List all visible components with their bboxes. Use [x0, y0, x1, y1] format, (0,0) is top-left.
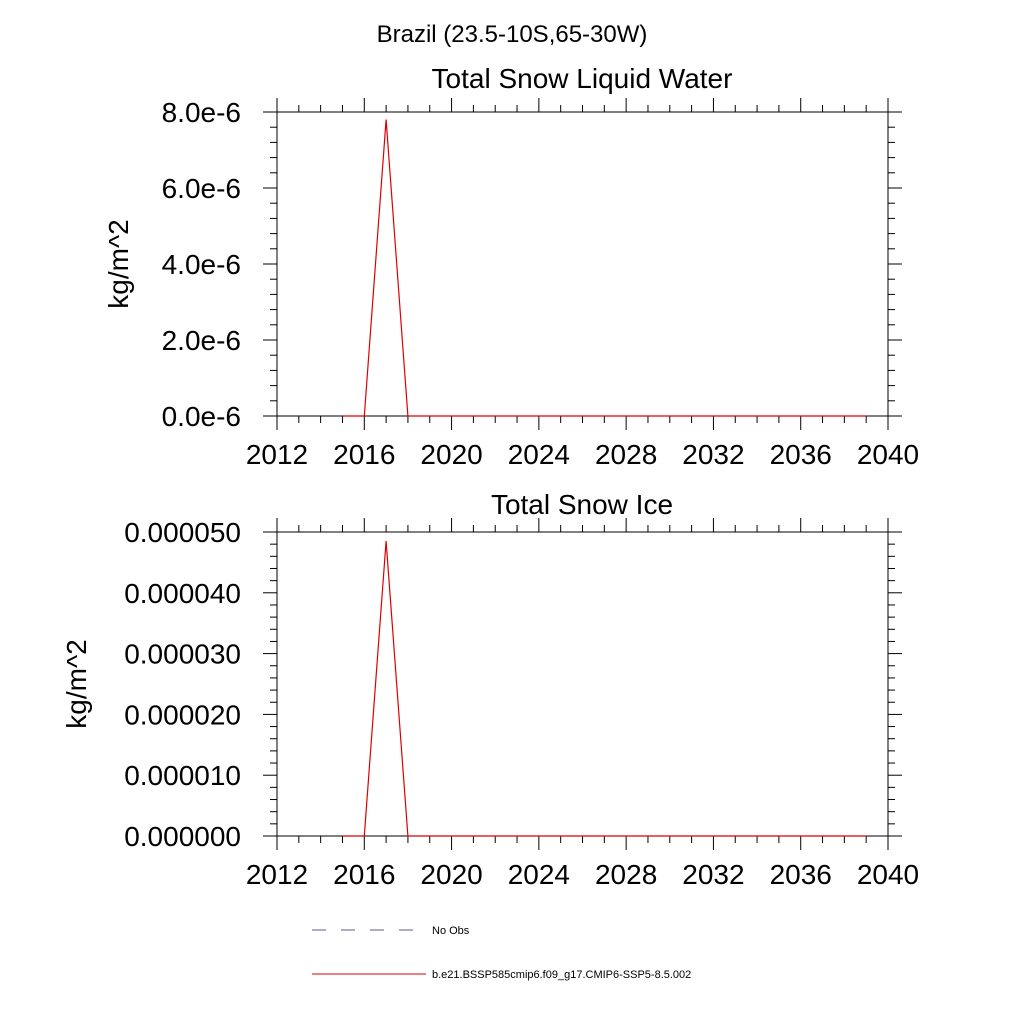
x-tick-label: 2036	[770, 439, 832, 470]
y-tick-label: 4.0e-6	[162, 249, 241, 280]
legend: No Obs b.e21.BSSP585cmip6.f09_g17.CMIP6-…	[312, 925, 691, 981]
x-tick-label: 2028	[595, 859, 657, 890]
y-tick-label: 2.0e-6	[162, 325, 241, 356]
y-tick-label: 0.000000	[124, 821, 241, 852]
x-tick-label: 2028	[595, 439, 657, 470]
y-tick-label: 0.000050	[124, 517, 241, 548]
figure-supertitle: Brazil (23.5-10S,65-30W)	[377, 21, 648, 48]
y-tick-label: 0.0e-6	[162, 401, 241, 432]
x-tick-label: 2024	[508, 439, 570, 470]
y-tick-label: 0.000020	[124, 699, 241, 730]
x-tick-label: 2020	[420, 439, 482, 470]
legend-label-no-obs: No Obs	[432, 925, 470, 937]
x-tick-label: 2040	[857, 859, 919, 890]
x-tick-label: 2024	[508, 859, 570, 890]
series-line	[342, 119, 867, 417]
x-tick-label: 2012	[246, 439, 308, 470]
plot-frame	[276, 531, 889, 837]
plot-frame	[276, 111, 889, 417]
panel-total-snow-ice: Total Snow Ice kg/m^2 2012 2016 2020 2024 20…	[61, 489, 919, 890]
panel-total-snow-liquid-water: Total Snow Liquid Water kg/m^2 2012 2016 2…	[103, 63, 919, 470]
x-tick-label: 2020	[420, 859, 482, 890]
x-tick-label: 2016	[333, 859, 395, 890]
panel-title: Total Snow Ice	[491, 489, 673, 520]
panel-title: Total Snow Liquid Water	[432, 63, 733, 94]
y-tick-label: 0.000040	[124, 578, 241, 609]
y-tick-label: 0.000010	[124, 760, 241, 791]
y-axis-label: kg/m^2	[103, 219, 134, 308]
y-axis-label: kg/m^2	[61, 639, 92, 728]
x-tick-label: 2040	[857, 439, 919, 470]
x-tick-label: 2036	[770, 859, 832, 890]
legend-label-model-run: b.e21.BSSP585cmip6.f09_g17.CMIP6-SSP5-8.…	[432, 969, 691, 981]
x-tick-label: 2012	[246, 859, 308, 890]
y-tick-label: 8.0e-6	[162, 97, 241, 128]
x-tick-label: 2032	[682, 439, 744, 470]
series-line	[342, 541, 867, 837]
y-tick-label: 0.000030	[124, 639, 241, 670]
x-tick-label: 2032	[682, 859, 744, 890]
y-tick-label: 6.0e-6	[162, 173, 241, 204]
x-tick-label: 2016	[333, 439, 395, 470]
